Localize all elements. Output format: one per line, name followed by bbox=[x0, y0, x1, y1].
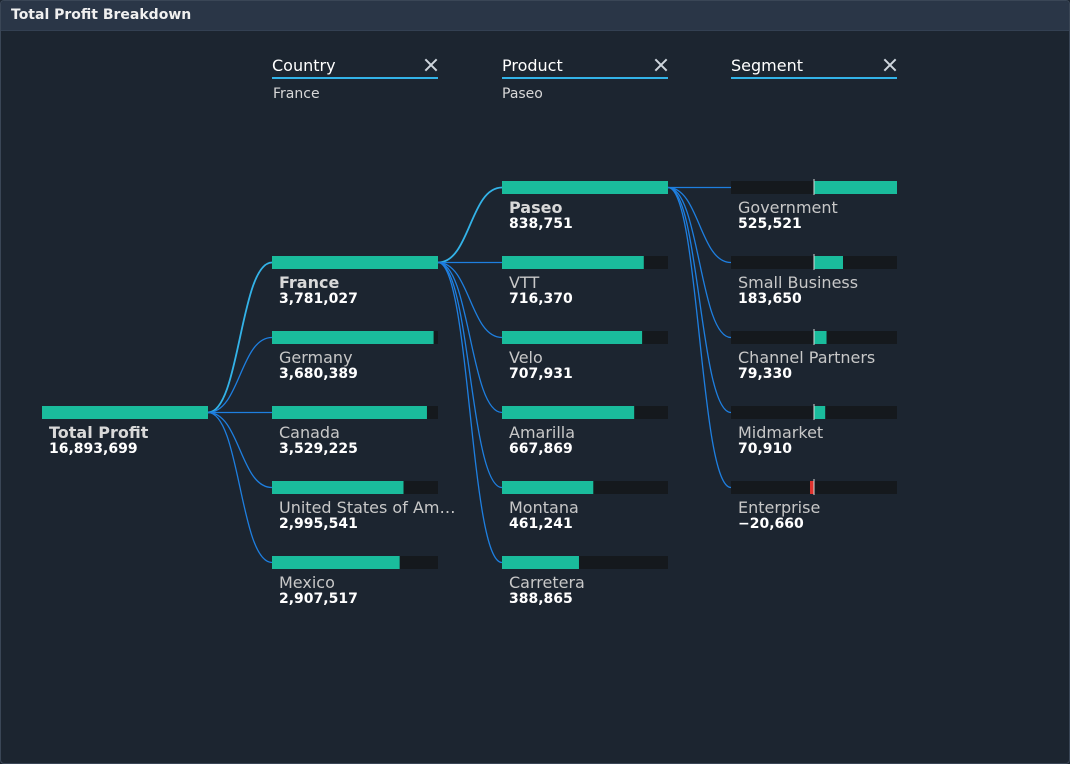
level-header-name: Product bbox=[502, 56, 563, 75]
title-bar: Total Profit Breakdown bbox=[1, 1, 1069, 31]
bar-fill bbox=[502, 481, 594, 494]
node-label: Enterprise bbox=[738, 498, 820, 517]
node-value: 838,751 bbox=[509, 216, 573, 232]
tree-link bbox=[437, 186, 503, 264]
node-value: 707,931 bbox=[509, 366, 573, 382]
node-label: Mexico bbox=[279, 573, 335, 592]
node-value: 667,869 bbox=[509, 441, 573, 457]
node-label: Government bbox=[738, 198, 838, 217]
node-value: 16,893,699 bbox=[49, 441, 138, 457]
node-label: Carretera bbox=[509, 573, 585, 592]
node-label: United States of Am… bbox=[279, 498, 455, 517]
node-label: Velo bbox=[509, 348, 543, 367]
tree-node[interactable]: United States of Am…2,995,541 bbox=[272, 481, 455, 532]
tree-link bbox=[207, 261, 273, 414]
bar-fill bbox=[42, 406, 208, 419]
node-value: 525,521 bbox=[738, 216, 802, 232]
bar-fill bbox=[272, 406, 427, 419]
tree-link bbox=[437, 261, 503, 414]
bar-fill bbox=[272, 556, 400, 569]
bar-fill-negative bbox=[810, 481, 814, 494]
tree-link bbox=[667, 186, 732, 489]
level-header-product[interactable]: Product bbox=[502, 56, 668, 75]
node-value: 3,680,389 bbox=[279, 366, 358, 382]
node-value: −20,660 bbox=[738, 516, 804, 532]
node-value: 461,241 bbox=[509, 516, 573, 532]
node-label: Paseo bbox=[509, 198, 562, 217]
node-value: 79,330 bbox=[738, 366, 792, 382]
bar-fill bbox=[272, 481, 404, 494]
level-header-name: Segment bbox=[731, 56, 803, 75]
level-header-name: Country bbox=[272, 56, 336, 75]
node-label: Montana bbox=[509, 498, 579, 517]
bar-fill bbox=[814, 256, 844, 269]
level-header-underline bbox=[731, 77, 897, 79]
tree-link bbox=[437, 261, 503, 489]
node-label: Midmarket bbox=[738, 423, 823, 442]
bar-fill bbox=[502, 331, 643, 344]
bar-fill bbox=[814, 406, 826, 419]
node-label: Small Business bbox=[738, 273, 858, 292]
node-value: 70,910 bbox=[738, 441, 792, 457]
node-label: Total Profit bbox=[49, 423, 149, 442]
bar-fill bbox=[502, 556, 579, 569]
bar-fill bbox=[814, 331, 827, 344]
bar-fill bbox=[502, 181, 668, 194]
node-label: Canada bbox=[279, 423, 340, 442]
bar-fill bbox=[272, 331, 434, 344]
tree-link bbox=[207, 336, 273, 414]
bar-fill bbox=[814, 181, 897, 194]
node-value: 3,781,027 bbox=[279, 291, 358, 307]
tree-link bbox=[207, 411, 273, 489]
level-header-country[interactable]: Country bbox=[272, 56, 438, 75]
tree-link bbox=[437, 261, 503, 564]
tree-link bbox=[667, 186, 732, 264]
tree-link bbox=[437, 261, 503, 339]
window-title: Total Profit Breakdown bbox=[11, 7, 192, 23]
node-label: VTT bbox=[509, 273, 539, 292]
bar-fill bbox=[502, 406, 635, 419]
node-value: 183,650 bbox=[738, 291, 802, 307]
level-header-underline bbox=[502, 77, 668, 79]
tree-link bbox=[667, 186, 732, 339]
tree-link bbox=[667, 186, 732, 414]
tree-node[interactable]: Enterprise−20,660 bbox=[731, 479, 897, 532]
tree-link bbox=[207, 411, 273, 564]
level-selected-value: France bbox=[273, 86, 320, 102]
node-label: Channel Partners bbox=[738, 348, 875, 367]
level-header-segment[interactable]: Segment bbox=[731, 56, 897, 75]
level-header-underline bbox=[272, 77, 438, 79]
node-label: Amarilla bbox=[509, 423, 575, 442]
node-value: 716,370 bbox=[509, 291, 573, 307]
node-value: 2,907,517 bbox=[279, 591, 358, 607]
node-value: 388,865 bbox=[509, 591, 573, 607]
level-selected-value: Paseo bbox=[502, 86, 543, 102]
node-label: France bbox=[279, 273, 339, 292]
bar-fill bbox=[502, 256, 644, 269]
tree-links bbox=[207, 186, 732, 564]
bar-fill bbox=[272, 256, 438, 269]
node-label: Germany bbox=[279, 348, 353, 367]
node-value: 2,995,541 bbox=[279, 516, 358, 532]
node-value: 3,529,225 bbox=[279, 441, 358, 457]
